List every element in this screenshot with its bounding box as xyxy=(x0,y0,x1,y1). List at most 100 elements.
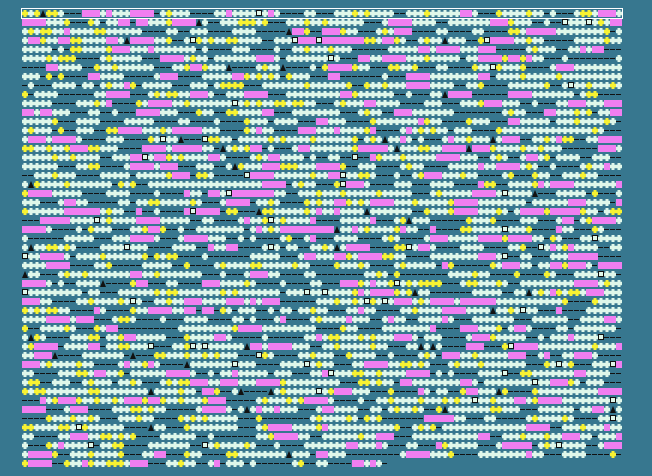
grid-cell-dash[interactable] xyxy=(490,91,496,98)
grid-cell-plain[interactable] xyxy=(460,127,466,134)
grid-cell-plain[interactable] xyxy=(496,145,502,152)
grid-cell-plain[interactable] xyxy=(460,19,466,26)
grid-cell-magenta[interactable] xyxy=(616,361,622,368)
grid-cell-yellow[interactable] xyxy=(52,307,58,314)
grid-cell-plain[interactable] xyxy=(274,55,280,62)
grid-cell-yellow[interactable] xyxy=(394,64,400,71)
grid-cell-dash[interactable] xyxy=(430,28,436,35)
grid-cell-yellow[interactable] xyxy=(520,73,526,80)
grid-cell-plain[interactable] xyxy=(478,244,484,251)
grid-cell-magenta[interactable] xyxy=(166,73,172,80)
grid-cell-dash[interactable] xyxy=(418,91,424,98)
grid-cell-plain[interactable] xyxy=(208,127,214,134)
grid-cell-plain[interactable] xyxy=(592,19,598,26)
grid-cell-magenta[interactable] xyxy=(88,208,94,215)
grid-cell-plain[interactable] xyxy=(352,127,358,134)
grid-cell-yellow[interactable] xyxy=(592,190,598,197)
grid-cell-plain[interactable] xyxy=(418,217,424,224)
grid-cell-plain[interactable] xyxy=(412,217,418,224)
grid-cell-yellow[interactable] xyxy=(106,262,112,269)
grid-cell-magenta[interactable] xyxy=(340,91,346,98)
grid-cell-dash[interactable] xyxy=(94,127,100,134)
grid-cell-dash[interactable] xyxy=(214,145,220,152)
grid-cell-plain[interactable] xyxy=(424,424,430,431)
grid-cell-plain[interactable] xyxy=(562,100,568,107)
grid-cell-magenta[interactable] xyxy=(328,406,334,413)
grid-cell-dash[interactable] xyxy=(424,190,430,197)
grid-cell-magenta[interactable] xyxy=(268,163,274,170)
grid-cell-dash[interactable] xyxy=(550,100,556,107)
grid-cell-plain[interactable] xyxy=(112,388,118,395)
grid-cell-dash[interactable] xyxy=(532,262,538,269)
grid-cell-plain[interactable] xyxy=(436,379,442,386)
grid-cell-magenta[interactable] xyxy=(40,217,46,224)
grid-cell-plain[interactable] xyxy=(328,343,334,350)
grid-cell-dash[interactable] xyxy=(616,46,622,53)
grid-cell-plain[interactable] xyxy=(202,298,208,305)
grid-cell-plain[interactable] xyxy=(82,334,88,341)
grid-cell-dash[interactable] xyxy=(64,73,70,80)
grid-cell-plain[interactable] xyxy=(340,433,346,440)
grid-cell-plain[interactable] xyxy=(496,289,502,296)
grid-cell-yellow[interactable] xyxy=(244,127,250,134)
grid-cell-plain[interactable] xyxy=(184,217,190,224)
grid-cell-plain[interactable] xyxy=(148,442,154,449)
grid-cell-yellow[interactable] xyxy=(394,244,400,251)
grid-cell-plain[interactable] xyxy=(130,46,136,53)
grid-cell-dash[interactable] xyxy=(310,118,316,125)
grid-cell-yellow[interactable] xyxy=(520,370,526,377)
box-marker-icon[interactable] xyxy=(22,253,28,259)
grid-cell-yellow[interactable] xyxy=(94,28,100,35)
grid-cell-yellow[interactable] xyxy=(202,64,208,71)
grid-cell-yellow[interactable] xyxy=(424,208,430,215)
grid-cell-yellow[interactable] xyxy=(28,127,34,134)
grid-cell-plain[interactable] xyxy=(166,46,172,53)
grid-cell-yellow[interactable] xyxy=(22,190,28,197)
grid-cell-plain[interactable] xyxy=(490,370,496,377)
grid-cell-plain[interactable] xyxy=(592,379,598,386)
grid-cell-yellow[interactable] xyxy=(286,235,292,242)
grid-cell-dash[interactable] xyxy=(196,136,202,143)
grid-cell-dash[interactable] xyxy=(76,352,82,359)
grid-cell-dash[interactable] xyxy=(400,172,406,179)
grid-cell-yellow[interactable] xyxy=(46,10,52,17)
grid-cell-dash[interactable] xyxy=(406,100,412,107)
grid-cell-magenta[interactable] xyxy=(574,433,580,440)
grid-cell-plain[interactable] xyxy=(382,208,388,215)
grid-cell-magenta[interactable] xyxy=(184,127,190,134)
grid-cell-dash[interactable] xyxy=(520,415,526,422)
grid-cell-plain[interactable] xyxy=(472,244,478,251)
grid-cell-plain[interactable] xyxy=(616,289,622,296)
grid-cell-magenta[interactable] xyxy=(514,136,520,143)
grid-cell-plain[interactable] xyxy=(172,244,178,251)
grid-cell-plain[interactable] xyxy=(100,217,106,224)
board-row[interactable] xyxy=(22,234,622,243)
grid-cell-magenta[interactable] xyxy=(64,316,70,323)
grid-cell-plain[interactable] xyxy=(310,199,316,206)
grid-cell-dash[interactable] xyxy=(178,163,184,170)
grid-cell-plain[interactable] xyxy=(502,172,508,179)
grid-cell-magenta[interactable] xyxy=(232,244,238,251)
grid-cell-plain[interactable] xyxy=(592,208,598,215)
grid-cell-plain[interactable] xyxy=(214,73,220,80)
grid-cell-yellow[interactable] xyxy=(232,289,238,296)
grid-cell-plain[interactable] xyxy=(196,199,202,206)
grid-cell-plain[interactable] xyxy=(556,298,562,305)
grid-cell-plain[interactable] xyxy=(226,280,232,287)
grid-cell-yellow[interactable] xyxy=(448,262,454,269)
grid-cell-magenta[interactable] xyxy=(508,262,514,269)
grid-cell-dash[interactable] xyxy=(382,163,388,170)
grid-cell-plain[interactable] xyxy=(76,100,82,107)
grid-cell-plain[interactable] xyxy=(496,307,502,314)
grid-cell-plain[interactable] xyxy=(388,190,394,197)
grid-cell-dash[interactable] xyxy=(436,262,442,269)
grid-cell-plain[interactable] xyxy=(88,271,94,278)
grid-cell-dash[interactable] xyxy=(142,190,148,197)
grid-cell-plain[interactable] xyxy=(232,19,238,26)
grid-cell-magenta[interactable] xyxy=(208,154,214,161)
grid-cell-magenta[interactable] xyxy=(64,136,70,143)
grid-cell-plain[interactable] xyxy=(382,424,388,431)
grid-cell-dash[interactable] xyxy=(364,46,370,53)
grid-cell-plain[interactable] xyxy=(358,64,364,71)
box-marker-icon[interactable] xyxy=(232,100,238,106)
